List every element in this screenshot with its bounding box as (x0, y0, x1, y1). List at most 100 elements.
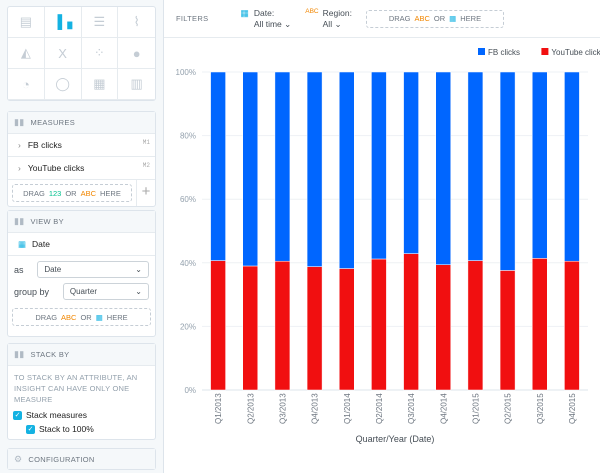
here-text: HERE (106, 312, 128, 322)
bar-segment (467, 260, 484, 391)
legend-label: YouTube clicks (551, 48, 600, 57)
bar-segment (242, 71, 258, 267)
drag-text: DRAG (388, 14, 411, 23)
bubble-chart-icon[interactable]: ● (118, 38, 155, 69)
x-tick-label: Q4/2014 (439, 393, 448, 424)
measures-section: ▮▮ MEASURES › FB clicks M1 › YouTube clicks M… (7, 111, 156, 207)
measure-tag: M2 (142, 162, 150, 169)
abc-icon: ABC (305, 7, 319, 15)
date-dimension-select[interactable]: Date ⌄ (37, 261, 149, 278)
drag-text: DRAG (35, 312, 58, 322)
headline-chart-icon[interactable]: X (44, 38, 82, 69)
measure-item[interactable]: › YouTube clicks M2 (8, 157, 155, 180)
filter-bar: FILTERS ▦ Date: All time ⌄ ABC Region: All ⌄… (164, 0, 600, 38)
bar-segment (306, 266, 323, 391)
bar-segment (274, 260, 291, 391)
filter-drop-zone[interactable]: DRAG ABC OR ▦ HERE (365, 9, 504, 28)
measures-icon: ▮▮ (14, 117, 25, 127)
table-chart-icon[interactable]: ▤ (8, 7, 45, 38)
select-value: Date (44, 265, 62, 274)
measures-title: MEASURES (30, 118, 76, 127)
measure-drop-zone[interactable]: DRAG 123 OR ABC HERE (12, 184, 132, 202)
stack-by-section: ▮▮ STACK BY TO STACK BY AN ATTRIBUTE, AN … (7, 343, 156, 440)
y-tick-label: 0% (184, 386, 196, 395)
bar-segment (242, 265, 258, 391)
attribute-label: Date (32, 239, 50, 249)
x-tick-label: Q4/2013 (311, 393, 320, 424)
line-chart-icon[interactable]: ⌇ (118, 7, 155, 38)
bar-segment (403, 71, 419, 254)
view-by-drop-zone[interactable]: DRAG ABC OR ▦ HERE (12, 308, 151, 326)
pie-chart-icon[interactable]: ◔ (8, 69, 45, 100)
scatter-chart-icon[interactable]: ⁘ (81, 38, 119, 69)
bar-segment (499, 270, 516, 391)
y-tick-label: 100% (176, 68, 196, 77)
checkbox-label: Stack to 100% (39, 424, 94, 434)
treemap-chart-icon[interactable]: ▦ (81, 69, 119, 100)
legend-label: FB clicks (488, 48, 520, 57)
bar-segment (499, 71, 516, 271)
filter-value: All time (253, 18, 282, 29)
legend-swatch (541, 48, 549, 55)
bar-segment (467, 71, 484, 261)
bar-segment (339, 268, 355, 391)
bar-segment (403, 253, 419, 391)
x-tick-label: Q3/2014 (407, 393, 416, 424)
heatmap-chart-icon[interactable]: ▥ (118, 69, 155, 100)
bar-chart-icon[interactable]: ☰ (81, 7, 119, 38)
date-filter[interactable]: ▦ Date: All time ⌄ (240, 7, 292, 29)
bar-segment (435, 71, 451, 265)
or-text: OR (65, 188, 77, 198)
configuration-title: CONFIGURATION (28, 454, 95, 464)
x-tick-label: Q2/2013 (246, 393, 255, 424)
abc-badge: ABC (414, 14, 430, 23)
filters-title: FILTERS (176, 14, 209, 23)
calendar-icon: ▦ (95, 312, 103, 322)
x-tick-label: Q1/2015 (471, 393, 480, 424)
bar-segment (339, 71, 355, 269)
bar-segment (371, 71, 387, 260)
area-chart-icon[interactable]: ◭ (8, 38, 45, 69)
or-text: OR (433, 14, 446, 23)
calendar-icon: ▦ (449, 14, 457, 23)
bar-segment (532, 71, 548, 259)
granularity-select[interactable]: Quarter ⌄ (62, 283, 149, 300)
chevron-right-icon: › (18, 140, 21, 150)
column-chart-icon[interactable]: ▐▗ (44, 7, 82, 38)
y-tick-label: 40% (180, 259, 196, 268)
view-by-section: ▮▮ VIEW BY ▦ Date as Date ⌄ group by Quarter ⌄… (7, 210, 156, 337)
y-tick-label: 80% (180, 132, 196, 141)
checkbox-checked-icon: ✓ (26, 424, 35, 434)
stack-measures-checkbox[interactable]: ✓ Stack measures (8, 408, 155, 422)
region-filter[interactable]: ABC Region: All ⌄ (305, 7, 352, 29)
x-tick-label: Q3/2015 (536, 393, 545, 424)
filter-value: All (322, 18, 333, 29)
chart-type-picker: ▤ ▐▗ ☰ ⌇ ◭ X ⁘ ● ◔ ◯ ▦ ▥ (7, 6, 156, 101)
calendar-icon: ▦ (18, 238, 27, 249)
bar-segment (306, 71, 323, 267)
view-by-attribute[interactable]: ▦ Date (8, 233, 155, 256)
checkbox-checked-icon: ✓ (13, 410, 22, 420)
stack-to-100-checkbox[interactable]: ✓ Stack to 100% (8, 422, 155, 436)
checkbox-label: Stack measures (26, 410, 87, 420)
add-measure-button[interactable]: + (136, 180, 155, 206)
donut-chart-icon[interactable]: ◯ (44, 69, 82, 100)
drag-text: DRAG (23, 188, 45, 198)
measure-tag: M1 (142, 139, 150, 146)
stack-by-note: TO STACK BY AN ATTRIBUTE, AN INSIGHT CAN… (14, 373, 138, 404)
configuration-section[interactable]: ⚙ CONFIGURATION (7, 448, 156, 470)
stack-by-title: STACK BY (30, 350, 70, 359)
group-by-label: group by (14, 286, 50, 297)
x-tick-label: Q3/2013 (278, 393, 287, 424)
chevron-down-icon: ⌄ (135, 287, 142, 296)
view-by-title: VIEW BY (30, 217, 64, 226)
gear-icon: ⚙ (14, 453, 23, 464)
measure-label: YouTube clicks (27, 163, 85, 173)
or-text: OR (80, 312, 92, 322)
select-value: Quarter (69, 287, 97, 296)
bar-segment (274, 71, 291, 262)
legend-swatch (478, 48, 485, 55)
chevron-right-icon: › (18, 163, 21, 173)
measure-item[interactable]: › FB clicks M1 (8, 134, 155, 157)
bar-segment (532, 258, 548, 391)
